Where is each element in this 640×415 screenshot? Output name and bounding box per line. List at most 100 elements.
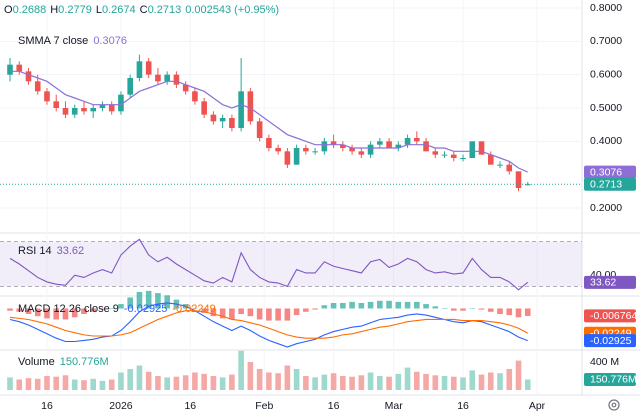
volume-bar (53, 376, 60, 390)
time-tick-label: 16 (41, 400, 53, 412)
candle-body (182, 84, 189, 92)
candle-body (487, 154, 494, 165)
ohlc-value: 0.2688 (13, 4, 47, 16)
volume-bar (219, 377, 226, 390)
candle-body (266, 138, 272, 148)
candle-body (340, 144, 346, 148)
rsi-badge-text: 33.62 (590, 277, 616, 289)
candle-body (303, 148, 309, 152)
rsi-legend: RSI 14 33.62 (18, 245, 84, 257)
time-tick-label: 16 (184, 400, 196, 412)
price-tick-label: 0.4000 (590, 135, 622, 147)
rsi-badge: 33.62 (584, 275, 636, 289)
candle-body (330, 141, 337, 145)
change-percent: (+0.95%) (234, 4, 279, 16)
price-badge-bg (584, 177, 636, 191)
candle-body (404, 138, 411, 145)
volume-bar (414, 371, 420, 390)
macd-histogram-bar (293, 308, 300, 316)
rsi-line (9, 238, 529, 291)
candle-body (414, 138, 420, 142)
price-tick-label: 0.8000 (590, 2, 622, 14)
candle-body (192, 91, 198, 102)
smma-line (10, 70, 528, 173)
candle-body (321, 141, 328, 152)
gear-icon[interactable] (608, 399, 620, 411)
smma-badge-text: 0.3076 (590, 166, 622, 178)
candle-body (108, 104, 115, 112)
candle-body (395, 144, 402, 148)
volume-value: 150.776M (60, 356, 109, 368)
volume-badge-bg (584, 372, 636, 386)
volume-bar (210, 376, 217, 390)
volume-bar (173, 376, 180, 390)
macd-histogram-bar (460, 308, 466, 311)
macd-histogram-bar (275, 308, 281, 321)
time-tick-label: Mar (385, 400, 404, 412)
macd-histogram-bar (108, 308, 115, 309)
macd-line (9, 302, 528, 348)
candle-body (44, 91, 50, 102)
macd-histogram-bar (16, 308, 23, 312)
time-tick-label: Feb (255, 400, 273, 412)
candle-body (210, 114, 217, 122)
volume-bar (515, 360, 522, 390)
candle-body (164, 74, 170, 82)
ohlc-value: 0.2779 (58, 4, 92, 16)
settings-icon[interactable] (608, 399, 620, 411)
volume-bar (377, 376, 383, 390)
macd-histogram-bar (25, 308, 32, 314)
macd-histogram-bar (340, 302, 346, 309)
smma-badge: 0.3076 (584, 165, 636, 179)
gear-center[interactable] (611, 402, 617, 408)
macd-badge: -0.02925 (584, 334, 636, 348)
macd-histogram-bar (377, 300, 383, 309)
macd-histogram-bar (53, 308, 60, 320)
volume-bar (247, 362, 254, 390)
smma-legend: SMMA 7 close 0.3076 (18, 35, 127, 47)
volume-bar (118, 372, 124, 390)
candle-body (34, 81, 41, 92)
ohlc-header: O0.2688 H0.2779 L0.2674 C0.2713 0.002543 (+0.… (4, 4, 279, 16)
macd-histogram-bar (432, 306, 439, 309)
candle-body (515, 171, 522, 188)
candle-body (71, 108, 78, 115)
candle-body (118, 94, 124, 112)
candle-body (312, 151, 318, 153)
candle-body (201, 101, 207, 115)
candle-body (16, 64, 23, 72)
volume-bar (90, 378, 97, 390)
candle-body (81, 108, 87, 112)
volume-bar (238, 350, 244, 390)
candle-body (145, 61, 152, 75)
volume-bar (404, 367, 411, 390)
volume-bar (340, 376, 346, 390)
volume-bar (136, 365, 143, 390)
volume-bar (145, 371, 152, 390)
candle-body (62, 108, 69, 115)
time-tick-label: 16 (457, 400, 469, 412)
time-tick-label: Apr (529, 400, 546, 412)
candle-body (377, 141, 383, 145)
smma-value: 0.3076 (93, 35, 127, 47)
macd-histogram-bar (414, 301, 420, 309)
macd-histogram-bar (34, 308, 41, 317)
rsi-badge-bg (584, 275, 636, 289)
macd-histogram-bar (266, 308, 272, 321)
volume-bar (34, 378, 41, 390)
macd-value: -0.02249 (172, 303, 215, 315)
macd-histogram-bar (229, 308, 235, 320)
candle-body (229, 118, 235, 128)
macd-badge-bg (584, 334, 636, 348)
volume-badge: 150.776M (584, 372, 637, 386)
macd-legend: MACD 12 26 close 9 -0.02925 -0.02249 (18, 303, 216, 315)
macd-name: MACD 12 26 close 9 (18, 303, 119, 315)
volume-badge-text: 150.776M (590, 374, 637, 386)
macd-histogram-bar (506, 308, 513, 316)
time-tick-label: 2026 (109, 400, 133, 412)
volume-bar (71, 379, 78, 390)
volume-bar (349, 376, 355, 390)
volume-bar (16, 379, 23, 390)
volume-bar (423, 373, 429, 390)
